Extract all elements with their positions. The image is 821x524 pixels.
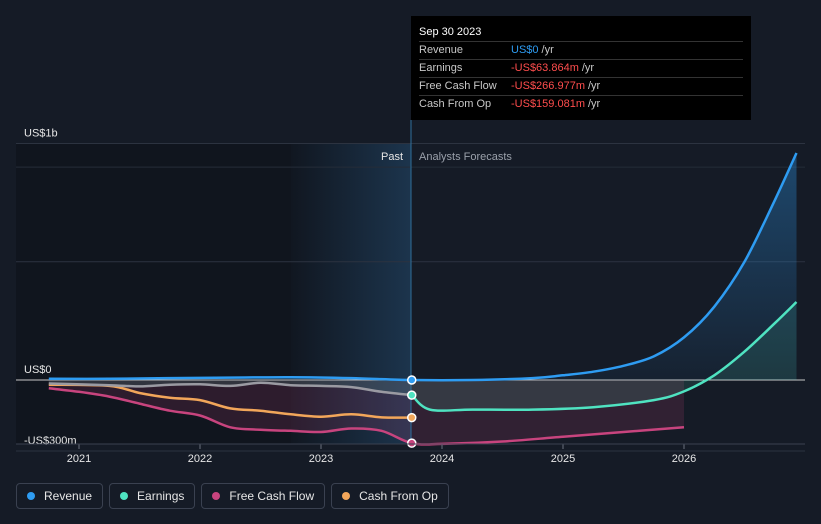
revenue-line — [48, 152, 798, 382]
legend-label: Cash From Op — [359, 489, 438, 503]
legend: Revenue Earnings Free Cash Flow Cash Fro… — [16, 483, 449, 509]
x-tick-label: 2023 — [309, 453, 333, 465]
tooltip-row-unit: /yr — [541, 44, 554, 56]
tooltip-row-unit: /yr — [588, 98, 601, 110]
tooltip-row-earnings: Earnings -US$63.864m /yr — [419, 59, 743, 77]
legend-label: Earnings — [137, 489, 185, 503]
revenue-marker — [407, 375, 417, 385]
fcf-dot-icon — [212, 492, 221, 500]
past-label: Past — [381, 151, 403, 163]
fcf-line — [48, 387, 685, 446]
tooltip-row-label: Earnings — [419, 62, 463, 74]
earnings-dot-icon — [120, 492, 129, 500]
tooltip-row-unit: /yr — [581, 62, 595, 74]
earnings-line-past — [48, 381, 412, 397]
cfo-marker — [407, 412, 417, 423]
revenue-dot-icon — [27, 492, 35, 500]
tooltip-row-value: -US$159.081m — [511, 98, 585, 110]
cfo-line — [48, 383, 412, 419]
tooltip-row-label: Revenue — [419, 44, 464, 56]
x-tick-label: 2024 — [430, 453, 454, 465]
tooltip-row-cfo: Cash From Op -US$159.081m /yr — [419, 95, 743, 113]
x-tick-label: 2026 — [672, 453, 696, 465]
legend-label: Revenue — [44, 489, 93, 503]
legend-cash-from-op[interactable]: Cash From Op — [331, 483, 449, 509]
revenue-area — [48, 153, 797, 381]
x-tick-label: 2025 — [551, 453, 575, 465]
tooltip: Sep 30 2023 Revenue US$0 /yr Earnings -U… — [411, 16, 751, 120]
tooltip-row-fcf: Free Cash Flow -US$266.977m /yr — [419, 77, 743, 95]
earnings-line-forecast — [410, 301, 798, 412]
tooltip-markers — [407, 375, 417, 448]
x-tick-label: 2022 — [188, 453, 212, 465]
financials-chart: Past Analysts Forecasts US$1b US$0 -US$300… — [16, 120, 805, 465]
tooltip-row-label: Free Cash Flow — [419, 80, 497, 92]
tooltip-row-value: -US$266.977m — [511, 80, 585, 92]
y-tick-label: -US$300m — [24, 435, 77, 447]
earnings-area — [48, 302, 797, 411]
tooltip-row-value: US$0 — [511, 44, 539, 56]
tooltip-date: Sep 30 2023 — [419, 26, 482, 38]
cfo-dot-icon — [342, 492, 351, 500]
series-fills — [48, 153, 797, 445]
x-tick-label: 2021 — [67, 453, 91, 465]
tooltip-row-value: -US$63.864m — [511, 62, 579, 74]
earnings-marker — [407, 390, 417, 400]
fcf-area — [48, 380, 684, 445]
series-lines — [48, 152, 798, 446]
x-axis-labels: 2021 2022 2023 2024 2025 2026 — [16, 443, 805, 465]
y-tick-label: US$1b — [24, 128, 58, 140]
legend-label: Free Cash Flow — [229, 489, 315, 503]
tooltip-row-revenue: Revenue US$0 /yr — [419, 41, 743, 59]
y-tick-label: US$0 — [24, 364, 52, 376]
legend-earnings[interactable]: Earnings — [109, 483, 196, 509]
legend-revenue[interactable]: Revenue — [16, 483, 104, 509]
forecast-label: Analysts Forecasts — [419, 151, 512, 163]
tooltip-row-label: Cash From Op — [419, 98, 492, 110]
legend-free-cash-flow[interactable]: Free Cash Flow — [201, 483, 326, 509]
tooltip-row-unit: /yr — [588, 80, 601, 92]
fcf-marker — [407, 438, 417, 448]
